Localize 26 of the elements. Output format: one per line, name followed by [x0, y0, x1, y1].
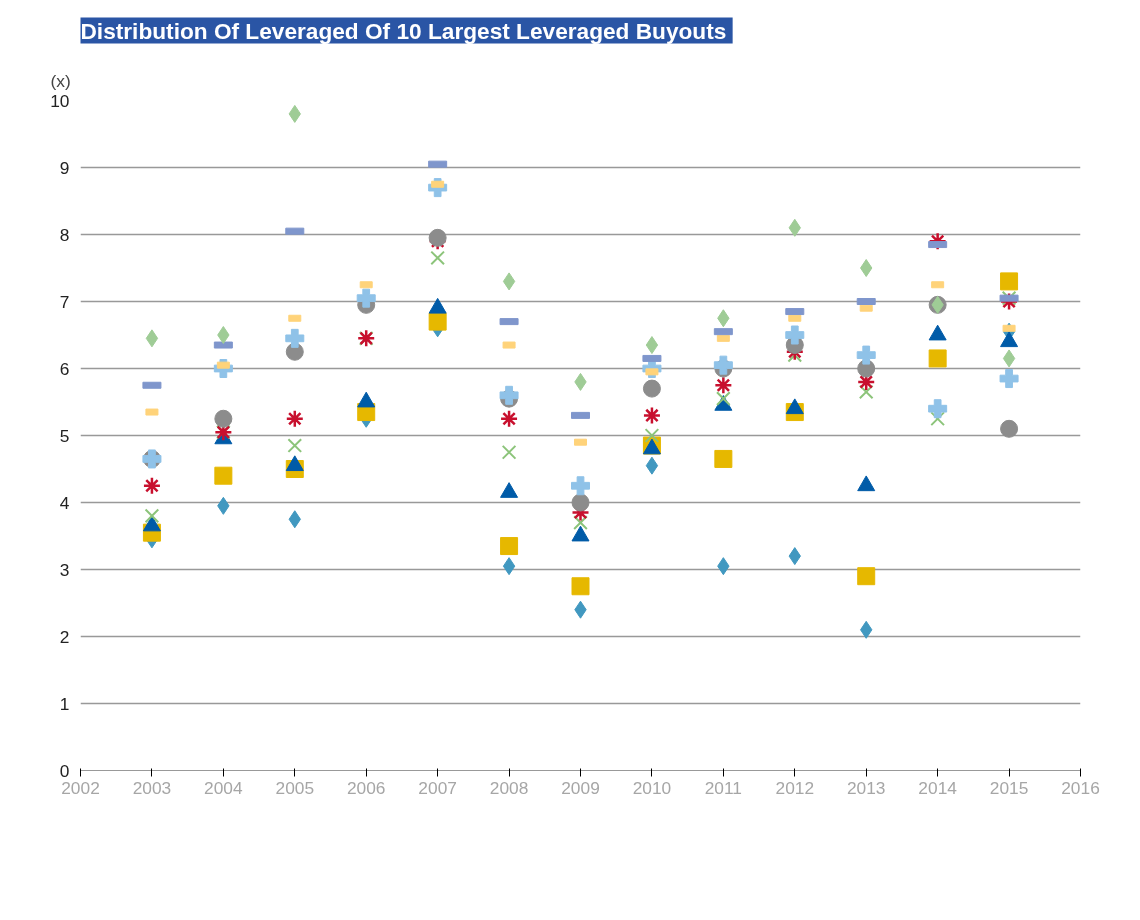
x-tick-label: 2014: [918, 777, 958, 798]
x-tick-label: 2013: [846, 777, 886, 798]
x-tick-label: 2008: [489, 777, 529, 798]
x-tick-label: 2003: [132, 777, 172, 798]
y-tick-label: 4: [59, 492, 70, 513]
x-tick-label: 2006: [346, 777, 386, 798]
y-tick-label: 2: [59, 626, 70, 647]
y-tick-label: 6: [59, 358, 70, 379]
y-tick-label: 7: [59, 291, 70, 312]
x-tick-label: 2016: [1061, 777, 1100, 798]
y-tick-label: 9: [59, 157, 70, 178]
x-tick-label: 2007: [418, 777, 457, 798]
y-tick-label: 1: [59, 693, 70, 714]
x-tick-label: 2015: [989, 777, 1029, 798]
x-tick-label: 2004: [204, 777, 243, 798]
x-tick-label: 2012: [775, 777, 815, 798]
x-tick-label: 2009: [561, 777, 600, 798]
y-axis-title: (x): [50, 70, 71, 91]
x-tick-label: 2005: [275, 777, 315, 798]
chart-title: Distribution Of Leveraged Of 10 Largest Leveraged Buyouts: [80, 17, 727, 44]
y-tick-label: 5: [59, 425, 70, 446]
x-tick-label: 2010: [632, 777, 672, 798]
y-tick-label: 10: [50, 90, 70, 111]
y-tick-label: 3: [59, 559, 70, 580]
x-tick-label: 2011: [704, 777, 742, 798]
y-tick-label: 8: [59, 224, 70, 245]
